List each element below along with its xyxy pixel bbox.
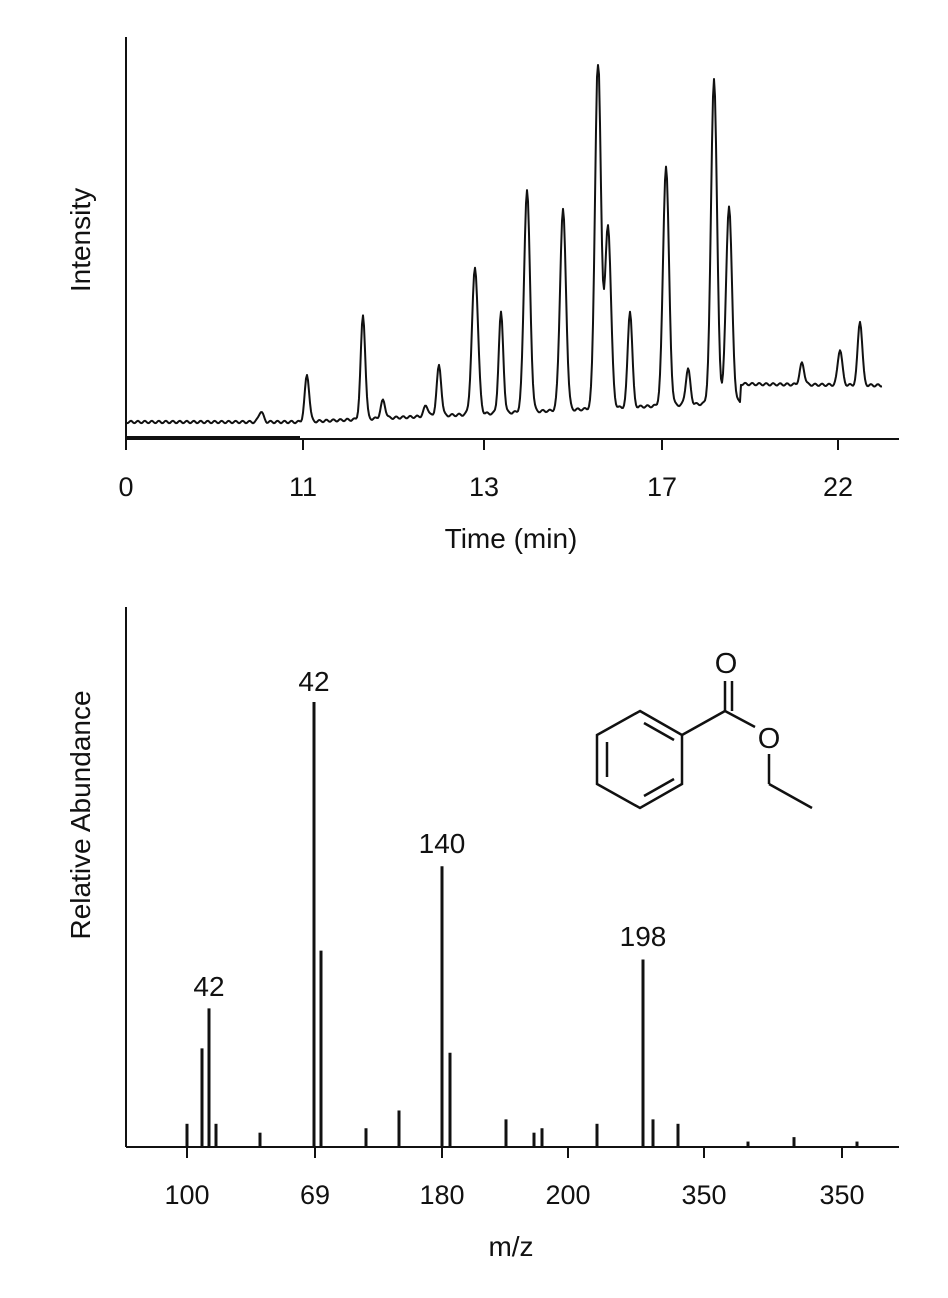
bond-ethyl <box>768 782 813 810</box>
spectrum-x-ticks <box>186 1147 843 1158</box>
spectrum-tick-100: 100 <box>164 1180 209 1210</box>
spectrum-tick-350a: 350 <box>681 1180 726 1210</box>
ethyl-benzoate-structure <box>595 681 813 810</box>
bond-ring-carbonyl <box>681 709 726 737</box>
peak-label-140: 140 <box>419 828 466 859</box>
bond-ester <box>724 709 756 729</box>
chromatogram-tick-22: 22 <box>823 472 853 502</box>
chromatogram-tick-13: 13 <box>469 472 499 502</box>
chromatogram-x-ticks <box>125 439 839 450</box>
spectrum-tick-69: 69 <box>300 1180 330 1210</box>
benzene-ring <box>595 709 684 810</box>
chromatogram-tick-11: 11 <box>289 472 317 502</box>
peak-label-198: 198 <box>620 921 667 952</box>
peak-label-42-small: 42 <box>193 971 224 1002</box>
spectrum-tick-180: 180 <box>419 1180 464 1210</box>
carbonyl-oxygen: O <box>715 648 738 680</box>
chromatogram-panel: 0 11 13 17 22 Time (min) Intensity <box>65 37 899 554</box>
chromatogram-tick-17: 17 <box>647 472 677 502</box>
chromatogram-x-title: Time (min) <box>445 523 578 554</box>
peak-label-42-base: 42 <box>298 666 329 697</box>
chromatogram-y-title: Intensity <box>65 188 96 292</box>
chromatogram-tick-0: 0 <box>118 472 133 502</box>
ester-oxygen: O <box>758 723 781 755</box>
spectrum-bars <box>185 702 859 1146</box>
chromatogram-trace <box>125 64 883 425</box>
spectrum-y-title: Relative Abundance <box>65 690 96 939</box>
spectrum-tick-350b: 350 <box>819 1180 864 1210</box>
spectrum-x-title: m/z <box>488 1231 533 1262</box>
spectrum-panel: 100 69 180 200 350 350 m/z Relative Abun… <box>65 607 899 1262</box>
spectrum-tick-200: 200 <box>545 1180 590 1210</box>
